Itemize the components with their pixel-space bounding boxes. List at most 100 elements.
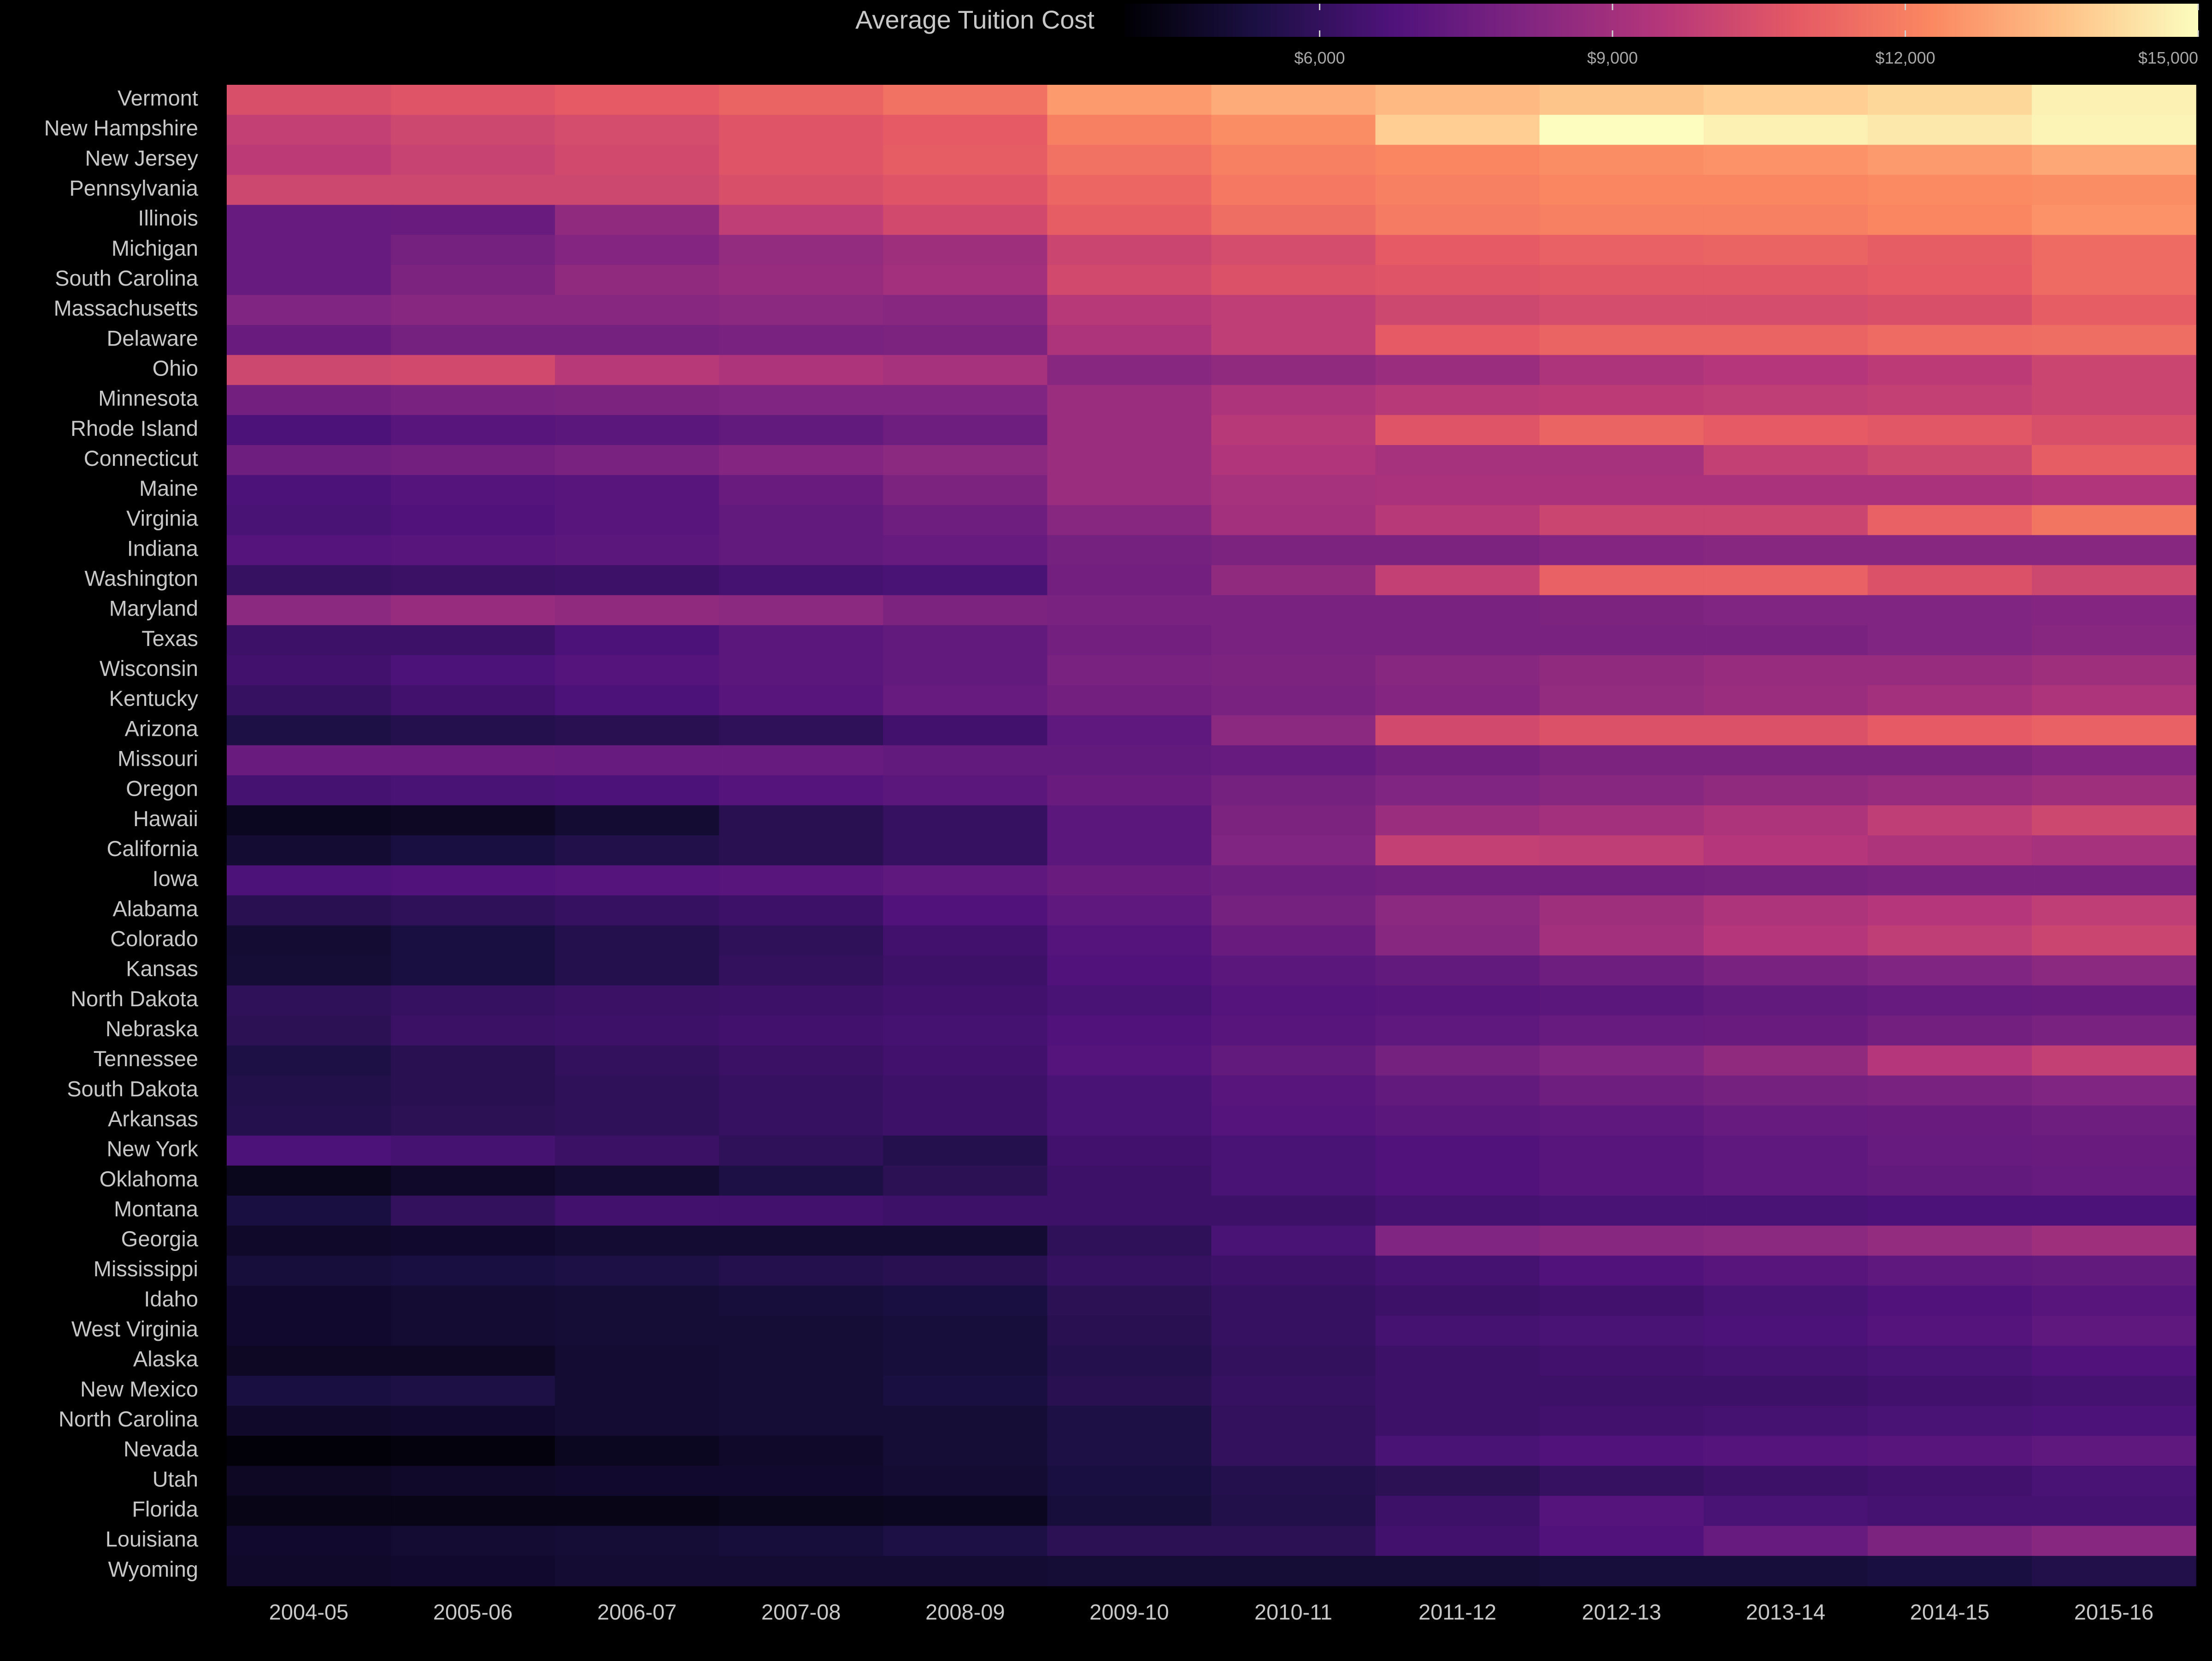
heatmap-cell xyxy=(391,505,555,536)
heatmap-cell xyxy=(1867,1045,2032,1076)
heatmap-cell xyxy=(1539,1526,1704,1556)
heatmap-cell xyxy=(227,175,391,205)
heatmap-cell xyxy=(1703,595,1868,626)
y-tick-label: Alabama xyxy=(113,896,199,921)
heatmap-cell xyxy=(883,205,1048,235)
heatmap-cell xyxy=(555,145,720,176)
heatmap-cell xyxy=(1047,565,1212,596)
colorbar xyxy=(1124,4,2198,37)
heatmap-cell xyxy=(883,1436,1048,1467)
heatmap-cell xyxy=(1375,925,1540,956)
heatmap-cell xyxy=(883,1226,1048,1256)
heatmap-cell xyxy=(1703,505,1868,536)
heatmap-cell xyxy=(555,1526,720,1556)
heatmap-cell xyxy=(883,595,1048,626)
heatmap-cell xyxy=(1867,1285,2032,1316)
heatmap-cell xyxy=(391,325,555,356)
heatmap-cell xyxy=(1375,235,1540,265)
y-tick-label: Tennessee xyxy=(94,1046,198,1071)
heatmap-cell xyxy=(2031,475,2196,506)
heatmap-cell xyxy=(883,1285,1048,1316)
heatmap-cell xyxy=(719,1256,884,1286)
heatmap-cell xyxy=(2031,925,2196,956)
heatmap-cell xyxy=(719,685,884,716)
heatmap-cell xyxy=(227,145,391,176)
heatmap-cell xyxy=(1867,1406,2032,1436)
heatmap-cell xyxy=(1703,1195,1868,1226)
heatmap-cell xyxy=(1375,895,1540,926)
heatmap-cell xyxy=(1539,805,1704,836)
heatmap-cell xyxy=(1867,1105,2032,1136)
heatmap-cell xyxy=(1211,1315,1376,1346)
heatmap-cell xyxy=(227,1436,391,1467)
heatmap-cell xyxy=(883,505,1048,536)
heatmap-cell xyxy=(2031,264,2196,295)
y-tick-label: Nebraska xyxy=(106,1016,199,1041)
x-tick-label: 2006-07 xyxy=(597,1600,677,1624)
x-tick-label: 2004-05 xyxy=(269,1600,349,1624)
heatmap-cell xyxy=(1867,1315,2032,1346)
heatmap-cell xyxy=(1047,264,1212,295)
heatmap-cell xyxy=(1047,715,1212,746)
heatmap-cell xyxy=(391,1315,555,1346)
heatmap-cell xyxy=(1867,565,2032,596)
heatmap-cell xyxy=(1867,355,2032,386)
heatmap-cell xyxy=(1867,1496,2032,1526)
heatmap-cell xyxy=(555,264,720,295)
heatmap-cell xyxy=(1211,775,1376,806)
heatmap-cell xyxy=(1047,235,1212,265)
y-tick-label: Oklahoma xyxy=(100,1167,199,1191)
y-tick-label: Iowa xyxy=(153,866,199,891)
y-tick-label: West Virginia xyxy=(71,1317,199,1341)
y-tick-label: Idaho xyxy=(144,1286,198,1311)
heatmap-cell xyxy=(1211,805,1376,836)
heatmap-cell xyxy=(391,1375,555,1406)
heatmap-cell xyxy=(1867,1165,2032,1196)
y-tick-label: Colorado xyxy=(110,926,198,951)
heatmap-cell xyxy=(1867,1555,2032,1586)
heatmap-cell xyxy=(883,445,1048,475)
heatmap-cell xyxy=(719,325,884,356)
heatmap-cell xyxy=(1211,595,1376,626)
heatmap-cell xyxy=(1375,955,1540,986)
heatmap-cell xyxy=(883,535,1048,566)
heatmap-cell xyxy=(1047,985,1212,1016)
heatmap-cell xyxy=(1867,1375,2032,1406)
heatmap-cell xyxy=(227,985,391,1016)
heatmap-cell xyxy=(555,1315,720,1346)
y-tick-label: North Dakota xyxy=(71,986,199,1011)
heatmap-cell xyxy=(555,865,720,896)
heatmap-cell xyxy=(1539,85,1704,115)
heatmap-cell xyxy=(2031,1496,2196,1526)
heatmap-cell xyxy=(555,805,720,836)
heatmap-cell xyxy=(555,325,720,356)
heatmap-cell xyxy=(883,1375,1048,1406)
heatmap-cell xyxy=(1375,475,1540,506)
heatmap-cell xyxy=(719,85,884,115)
heatmap-cell xyxy=(719,1436,884,1467)
heatmap-cell xyxy=(2031,1045,2196,1076)
heatmap-cell xyxy=(2031,1315,2196,1346)
heatmap-cell xyxy=(555,1466,720,1497)
heatmap-cell xyxy=(1539,1375,1704,1406)
heatmap-cell xyxy=(2031,445,2196,475)
heatmap-cell xyxy=(1211,1466,1376,1497)
heatmap-cell xyxy=(391,775,555,806)
heatmap-cell xyxy=(391,445,555,475)
heatmap-cell xyxy=(1375,1285,1540,1316)
heatmap-cell xyxy=(1539,175,1704,205)
heatmap-cell xyxy=(1867,745,2032,776)
heatmap-cell xyxy=(1047,475,1212,506)
heatmap-cell xyxy=(1047,415,1212,446)
heatmap-cell xyxy=(1211,475,1376,506)
heatmap-cell xyxy=(391,535,555,566)
heatmap-cell xyxy=(1211,1345,1376,1376)
y-tick-label: Maine xyxy=(139,476,198,500)
heatmap-cell xyxy=(1211,235,1376,265)
heatmap-cell xyxy=(1375,1345,1540,1376)
heatmap-cell xyxy=(883,1135,1048,1166)
heatmap-cell xyxy=(719,1555,884,1586)
heatmap-cell xyxy=(883,985,1048,1016)
heatmap-cell xyxy=(555,1045,720,1076)
